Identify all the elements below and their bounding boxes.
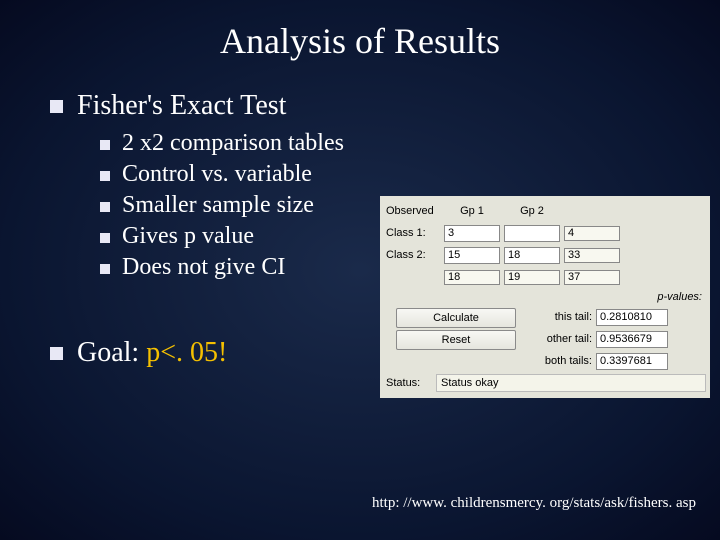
pvalue-value-this: 0.2810810 — [596, 309, 668, 326]
goal-label: Goal: — [77, 337, 146, 368]
calc-row-class2: Class 2: 15 18 33 — [384, 244, 706, 266]
status-row: Status: Status okay — [384, 374, 706, 392]
heading-text: Fisher's Exact Test — [77, 90, 286, 122]
square-bullet-icon — [50, 100, 63, 113]
sub-bullet-text: 2 x2 comparison tables — [122, 130, 344, 157]
pvalue-row-other: other tail: 0.9536679 — [534, 328, 706, 350]
calc-row-coltotals: 18 19 37 — [384, 266, 706, 288]
pvalue-label-both: both tails: — [534, 355, 596, 367]
square-bullet-icon — [100, 264, 110, 274]
reset-button[interactable]: Reset — [396, 330, 516, 350]
calc-header-row: Observed Gp 1 Gp 2 — [384, 200, 706, 222]
pvalue-value-both: 0.3397681 — [596, 353, 668, 370]
slide: Analysis of Results Fisher's Exact Test … — [0, 0, 720, 540]
gp2-coltotal: 19 — [504, 270, 560, 285]
gp1-coltotal: 18 — [444, 270, 500, 285]
class1-gp1-input[interactable]: 3 — [444, 225, 500, 242]
sub-bullet-text: Control vs. variable — [122, 161, 312, 188]
sub-bullet-text: Does not give CI — [122, 254, 285, 281]
square-bullet-icon — [100, 233, 110, 243]
square-bullet-icon — [100, 202, 110, 212]
grand-total: 37 — [564, 270, 620, 285]
status-label: Status: — [384, 377, 432, 389]
class2-label: Class 2: — [384, 249, 442, 261]
class2-gp2-input[interactable]: 18 — [504, 247, 560, 264]
class1-gp2-input[interactable] — [504, 225, 560, 242]
square-bullet-icon — [100, 140, 110, 150]
class1-total: 4 — [564, 226, 620, 241]
status-value: Status okay — [436, 374, 706, 392]
pvalue-row-both: both tails: 0.3397681 — [534, 350, 706, 372]
pvalues-label: p-values: — [384, 288, 706, 306]
pvalue-row-this: this tail: 0.2810810 — [534, 306, 706, 328]
pvalue-label-other: other tail: — [534, 333, 596, 345]
square-bullet-icon — [50, 347, 63, 360]
goal-value: p<. 05! — [146, 337, 227, 368]
class1-label: Class 1: — [384, 227, 442, 239]
goal-text: Goal: p<. 05! — [77, 337, 227, 369]
footer-url: http: //www. childrensmercy. org/stats/a… — [372, 495, 696, 512]
sub-bullet-text: Gives p value — [122, 223, 254, 250]
class2-gp1-input[interactable]: 15 — [444, 247, 500, 264]
pvalue-label-this: this tail: — [534, 311, 596, 323]
pvalue-results: this tail: 0.2810810 other tail: 0.95366… — [534, 306, 706, 372]
observed-header: Observed — [384, 205, 442, 217]
square-bullet-icon — [100, 171, 110, 181]
sub-bullet: 2 x2 comparison tables — [100, 130, 680, 157]
class2-total: 33 — [564, 248, 620, 263]
pvalue-value-other: 0.9536679 — [596, 331, 668, 348]
heading-bullet: Fisher's Exact Test — [50, 90, 680, 122]
gp2-header: Gp 2 — [502, 205, 562, 217]
calc-row-class1: Class 1: 3 4 — [384, 222, 706, 244]
calc-buttons: Calculate Reset — [384, 306, 534, 372]
slide-title: Analysis of Results — [40, 20, 680, 62]
sub-bullet: Control vs. variable — [100, 161, 680, 188]
sub-bullet-text: Smaller sample size — [122, 192, 314, 219]
calc-bottom-area: Calculate Reset this tail: 0.2810810 oth… — [384, 306, 706, 372]
calculate-button[interactable]: Calculate — [396, 308, 516, 328]
gp1-header: Gp 1 — [442, 205, 502, 217]
fishers-calculator-panel: Observed Gp 1 Gp 2 Class 1: 3 4 Class 2:… — [380, 196, 710, 398]
